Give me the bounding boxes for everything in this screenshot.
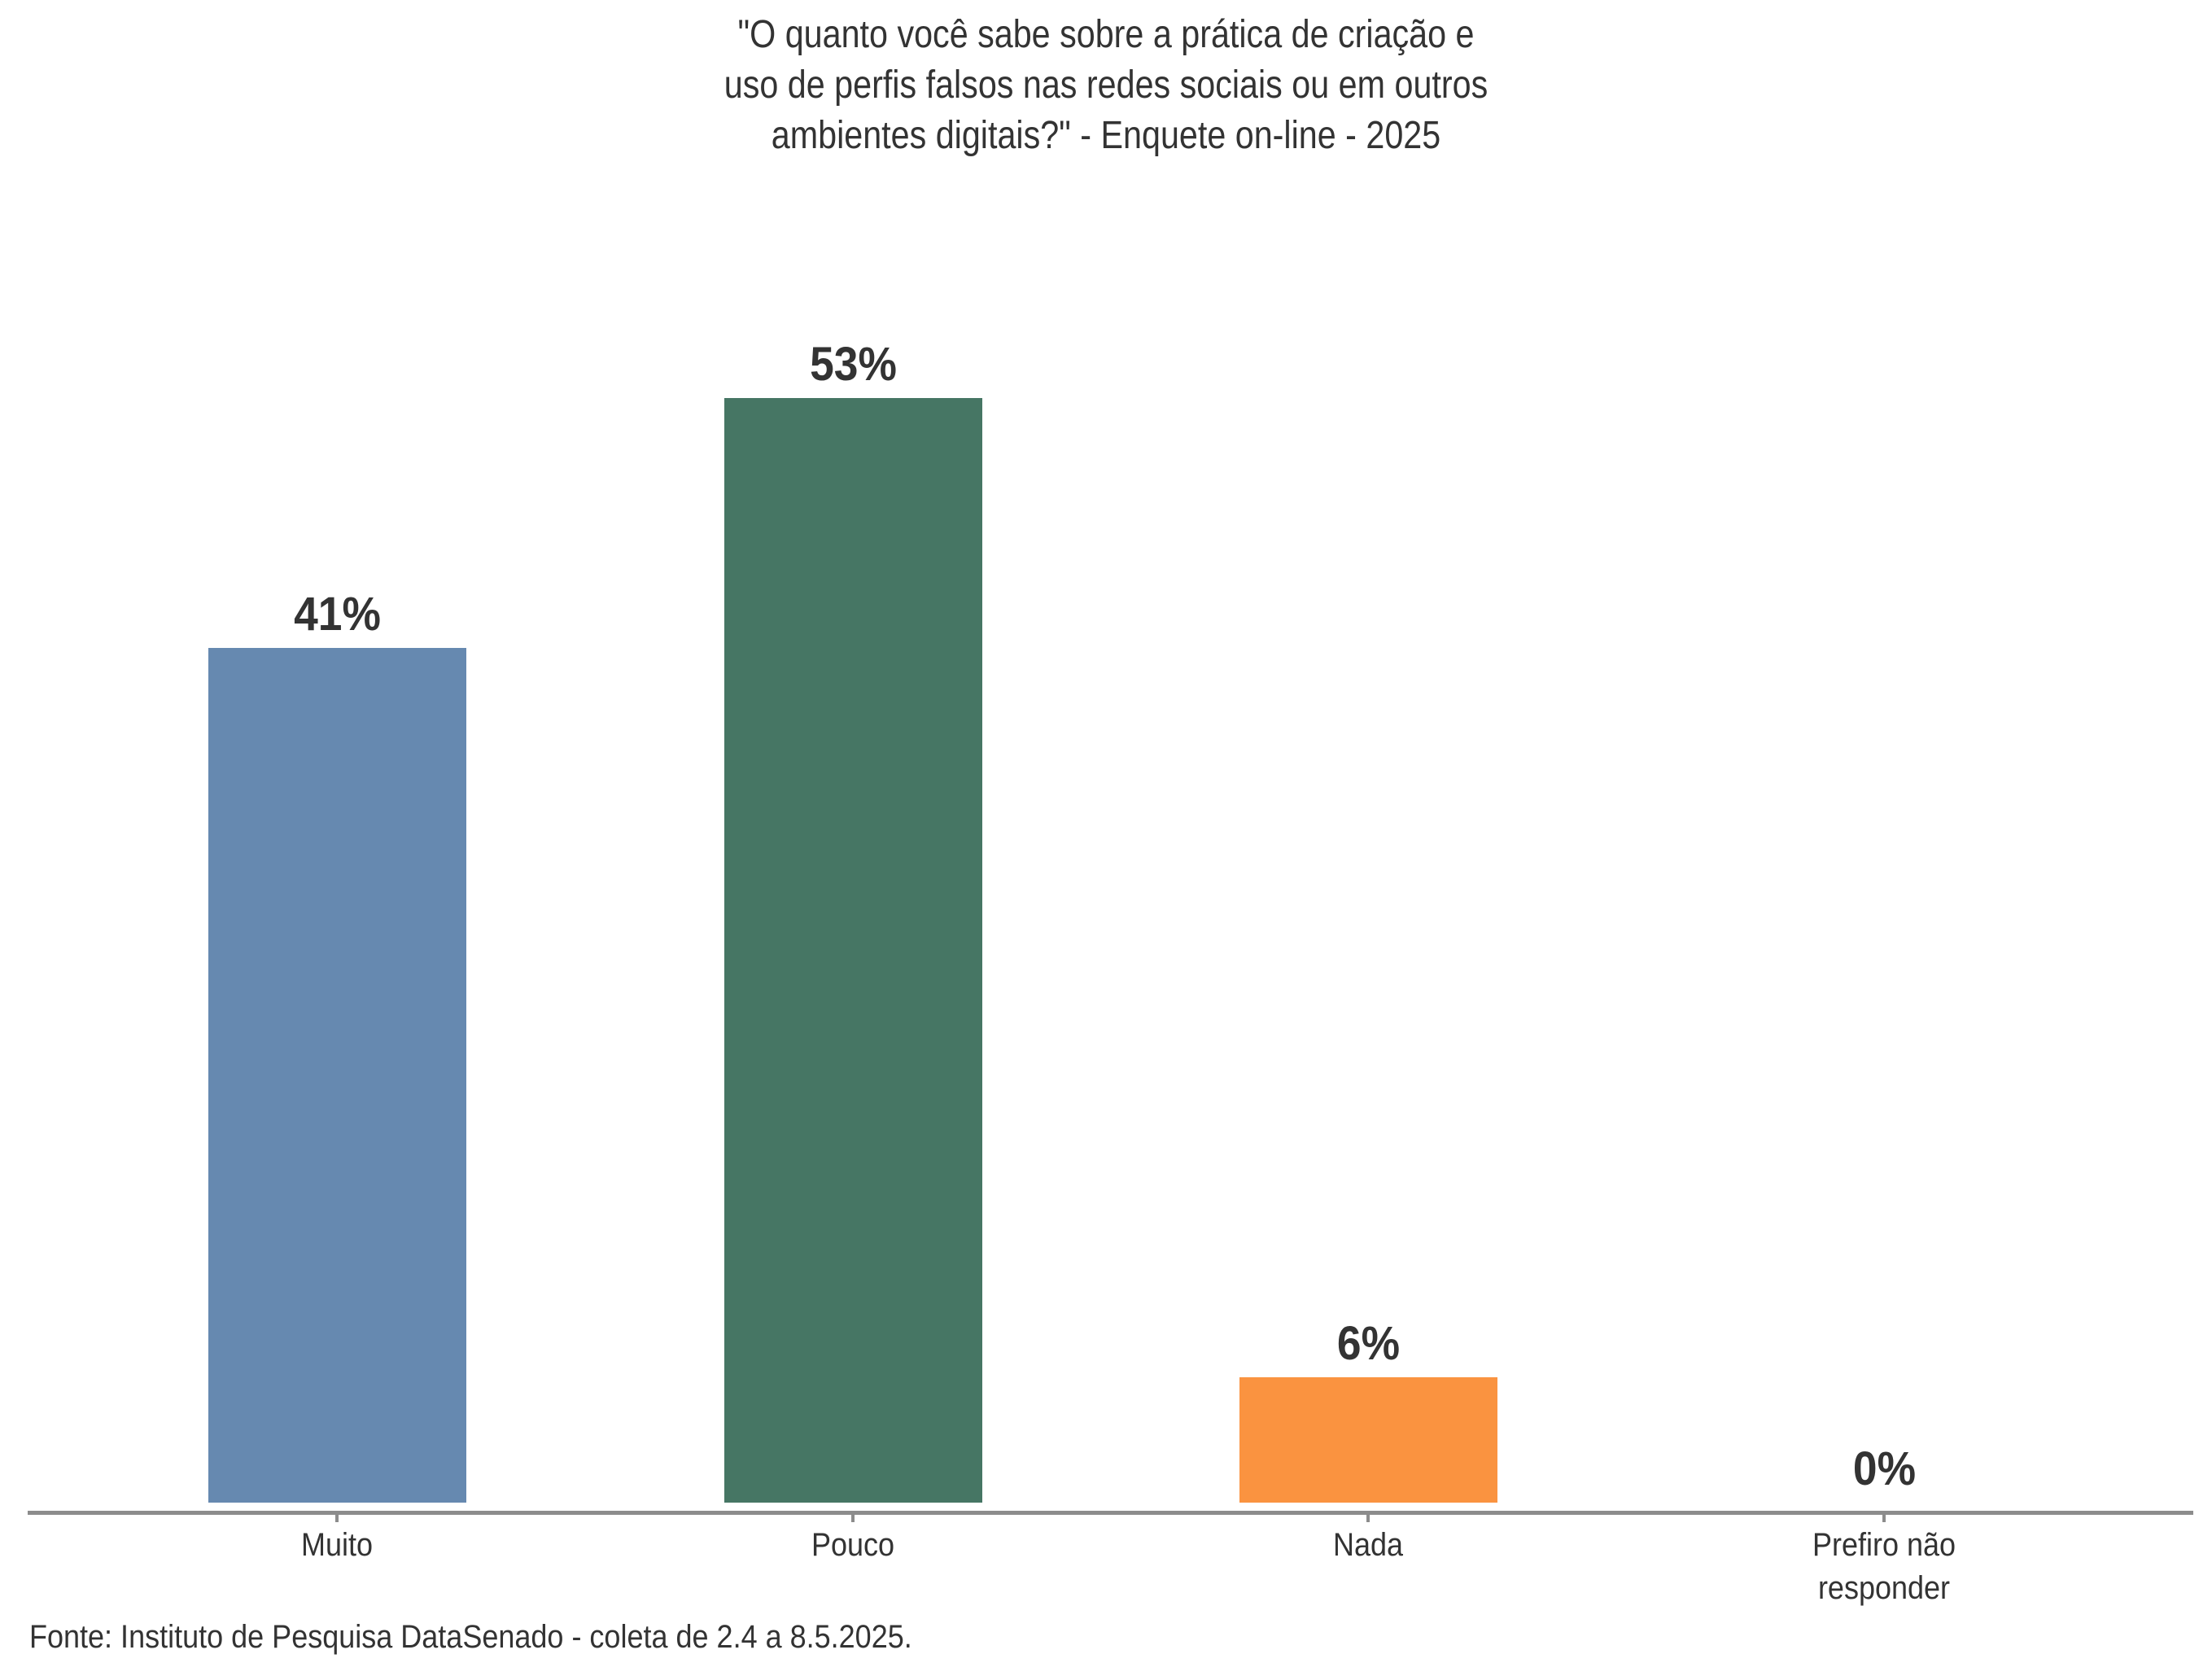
x-axis-tick-muito [335, 1511, 339, 1522]
chart-title-line-1: "O quanto você sabe sobre a prática de c… [737, 13, 1475, 56]
x-axis-label-prefiro-nao-responder: Prefiro não responder [1681, 1524, 2087, 1610]
bar-muito [208, 648, 466, 1503]
bar-nada [1239, 1377, 1497, 1503]
source-note: Fonte: Instituto de Pesquisa DataSenado … [29, 1619, 912, 1655]
value-label-pouco: 53% [810, 338, 897, 391]
chart-title-line-2: uso de perfis falsos nas redes sociais o… [723, 63, 1489, 107]
value-label-nada: 6% [1336, 1317, 1401, 1370]
x-axis-label-text-line-1: Prefiro não [1812, 1527, 1956, 1563]
chart-title: "O quanto você sabe sobre a prática de c… [0, 10, 2212, 161]
bar-pouco [724, 398, 982, 1503]
x-axis-tick-prefiro [1882, 1511, 1886, 1522]
x-axis-tick-pouco [851, 1511, 855, 1522]
x-axis-label-text: Pouco [811, 1527, 895, 1563]
x-axis-label-text: Muito [300, 1527, 374, 1563]
x-axis-label-text: Nada [1332, 1527, 1404, 1563]
value-label-prefiro-nao-responder: 0% [1852, 1442, 1917, 1495]
x-axis-label-nada: Nada [1165, 1524, 1572, 1567]
x-axis-label-pouco: Pouco [649, 1524, 1056, 1567]
x-axis-label-muito: Muito [133, 1524, 540, 1567]
value-label-muito: 41% [294, 588, 381, 641]
x-axis-label-text-line-2: responder [1817, 1570, 1951, 1606]
chart-title-line-3: ambientes digitais?" - Enquete on-line -… [771, 114, 1441, 157]
x-axis-line [28, 1511, 2193, 1515]
x-axis-tick-nada [1366, 1511, 1370, 1522]
